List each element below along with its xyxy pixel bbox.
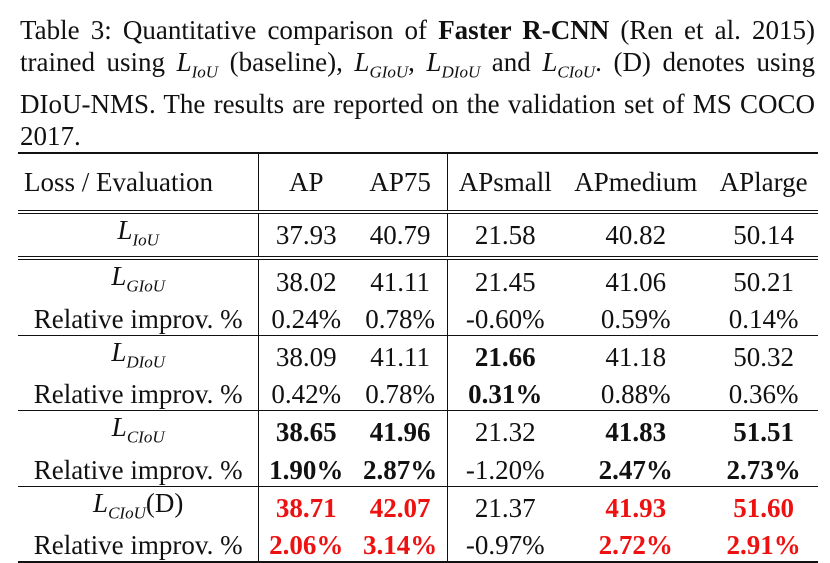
header-apmedium: APmedium — [574, 167, 698, 197]
cell-value: 51.51 — [709, 410, 818, 454]
row-label-diou: LDIoU — [18, 334, 260, 379]
cell-value: 50.32 — [709, 334, 818, 379]
header-ap75: AP75 — [353, 153, 449, 212]
caption-and: and — [491, 47, 531, 77]
caption-text-4: . (D) denotes using DIoU-NMS. The result… — [20, 47, 816, 152]
caption-loss-giou: LGIoU — [354, 47, 409, 82]
table-header-row: Loss / Evaluation AP AP75 APsmall APmedi… — [18, 153, 818, 212]
row-label-ciou: LCIoU — [18, 410, 260, 454]
header-aplarge: APlarge — [719, 167, 808, 197]
header-apsmall: APsmall — [458, 167, 552, 197]
row-label-iou: LIoU — [18, 209, 260, 259]
table-row-iou: LIoU 37.93 40.79 21.58 40.82 50.14 — [18, 209, 818, 259]
cell-value: 21.32 — [447, 410, 563, 454]
caption-text-1: Quantitative comparison of — [122, 15, 428, 45]
cell-value: 2.91% — [709, 528, 818, 563]
cell-value: 0.31% — [468, 379, 543, 410]
cell-value: 41.83 — [562, 410, 710, 454]
cell-value: 42.07 — [353, 485, 449, 529]
cell-value: 38.71 — [258, 485, 354, 529]
cell-value: 41.06 — [562, 256, 710, 303]
cell-value: 41.96 — [353, 410, 449, 454]
cell-value: 2.72% — [562, 528, 710, 563]
caption-text-2: (Ren et al. 2015) trained using — [20, 15, 816, 77]
cell-value: 51.60 — [709, 485, 818, 529]
cell-value: 40.82 — [562, 209, 710, 259]
caption-loss-diou: LDIoU — [426, 47, 481, 82]
cell-value: 0.36% — [728, 379, 799, 410]
cell-value: 0.42% — [271, 379, 342, 410]
cell-value: 21.66 — [447, 334, 563, 379]
table-caption: Table 3: Quantitative comparison of Fast… — [20, 15, 816, 152]
cell-value: 1.90% — [269, 454, 344, 485]
table-row-giou-improv: Relative improv. % 0.24% 0.78% -0.60% 0.… — [18, 302, 818, 336]
cell-value: 21.45 — [447, 256, 563, 303]
header-loss-evaluation: Loss / Evaluation — [18, 153, 260, 212]
cell-value: 0.14% — [728, 303, 799, 334]
header-ap: AP — [289, 167, 324, 197]
results-table: Loss / Evaluation AP AP75 APsmall APmedi… — [18, 152, 818, 563]
table-row-ciou: LCIoU 38.65 41.96 21.32 41.83 51.51 — [18, 410, 818, 454]
caption-loss-ciou: LCIoU — [542, 47, 596, 82]
cell-value: 41.18 — [562, 334, 710, 379]
caption-model-name: Faster R-CNN — [438, 15, 610, 45]
table-row-ciou-d-improv: Relative improv. % 2.06% 3.14% -0.97% 2.… — [18, 528, 818, 563]
table-row-diou-improv: Relative improv. % 0.42% 0.78% 0.31% 0.8… — [18, 378, 818, 411]
cell-value: -0.60% — [465, 303, 545, 334]
cell-value: 3.14% — [353, 528, 449, 563]
table-row-giou: LGIoU 38.02 41.11 21.45 41.06 50.21 — [18, 256, 818, 303]
cell-value: 50.21 — [709, 256, 818, 303]
cell-value: 0.78% — [353, 302, 449, 336]
cell-value: -1.20% — [465, 454, 545, 485]
table-row-ciou-d: LCIoU(D) 38.71 42.07 21.37 41.93 51.60 — [18, 485, 818, 529]
cell-value: 0.59% — [600, 303, 671, 334]
cell-value: 21.37 — [447, 485, 563, 529]
cell-value: 0.88% — [600, 379, 671, 410]
cell-value: 2.47% — [598, 454, 673, 485]
caption-label: Table 3: — [20, 15, 112, 45]
cell-value: 38.02 — [258, 256, 354, 303]
caption-text-3: (baseline), — [229, 47, 343, 77]
row-label-relative-improv: Relative improv. % — [18, 528, 260, 563]
cell-value: 38.09 — [258, 334, 354, 379]
row-label-relative-improv: Relative improv. % — [18, 302, 260, 336]
cell-value: -0.97% — [447, 528, 563, 563]
row-label-giou: LGIoU — [18, 256, 260, 303]
cell-value: 41.11 — [353, 256, 449, 303]
cell-value: 41.11 — [353, 334, 449, 379]
cell-value: 2.73% — [726, 454, 801, 485]
cell-value: 2.06% — [258, 528, 354, 563]
row-label-relative-improv: Relative improv. % — [18, 378, 260, 411]
cell-value: 37.93 — [258, 209, 354, 259]
results-table-container: Loss / Evaluation AP AP75 APsmall APmedi… — [18, 152, 818, 563]
cell-value: 50.14 — [709, 209, 818, 259]
cell-value: 0.78% — [353, 378, 449, 411]
table-row-ciou-improv: Relative improv. % 1.90% 2.87% -1.20% 2.… — [18, 453, 818, 487]
cell-value: 0.24% — [271, 303, 342, 334]
cell-value: 38.65 — [258, 410, 354, 454]
cell-value: 40.79 — [353, 209, 449, 259]
table-row-diou: LDIoU 38.09 41.11 21.66 41.18 50.32 — [18, 334, 818, 379]
cell-value: 21.58 — [447, 209, 563, 259]
cell-value: 41.93 — [562, 485, 710, 529]
row-label-ciou-d: LCIoU(D) — [18, 485, 260, 529]
cell-value: 2.87% — [353, 453, 449, 487]
row-label-relative-improv: Relative improv. % — [18, 453, 260, 487]
caption-loss-iou: LIoU — [176, 47, 219, 82]
